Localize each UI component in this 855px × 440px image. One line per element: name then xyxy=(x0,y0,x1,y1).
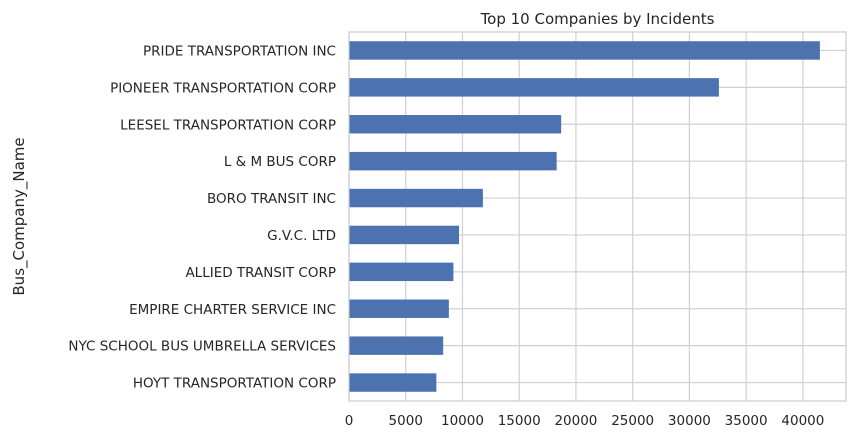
bar xyxy=(349,115,562,134)
x-tick-labels: 0 5000 10000 15000 20000 25000 30000 35000 40000 xyxy=(345,413,825,429)
x-tick-label: 40000 xyxy=(781,413,824,429)
y-tick-label: NYC SCHOOL BUS UMBRELLA SERVICES xyxy=(68,339,336,355)
y-tick-label: LEESEL TRANSPORTATION CORP xyxy=(120,117,336,133)
bar xyxy=(349,151,557,171)
bar xyxy=(349,78,719,97)
y-tick-label: EMPIRE CHARTER SERVICE INC xyxy=(129,302,336,318)
y-tick-labels: PRIDE TRANSPORTATION INC PIONEER TRANSPOR… xyxy=(68,43,336,391)
bar xyxy=(349,373,437,392)
bar xyxy=(349,299,449,318)
y-tick-label: L & M BUS CORP xyxy=(224,154,336,170)
bars xyxy=(349,41,820,392)
y-tick-label: BORO TRANSIT INC xyxy=(207,191,336,207)
x-tick-label: 5000 xyxy=(389,413,423,429)
plot-frame xyxy=(348,31,847,402)
x-tick-label: 35000 xyxy=(725,413,768,429)
y-tick-label: PIONEER TRANSPORTATION CORP xyxy=(110,80,336,96)
x-tick-label: 20000 xyxy=(554,413,597,429)
bar xyxy=(349,336,444,355)
y-tick-label: PRIDE TRANSPORTATION INC xyxy=(143,43,336,59)
x-tick-label: 15000 xyxy=(498,413,541,429)
bar xyxy=(349,225,460,245)
x-tick-label: 25000 xyxy=(611,413,654,429)
y-tick-label: HOYT TRANSPORTATION CORP xyxy=(133,376,336,392)
bar xyxy=(349,188,483,208)
y-axis-label: Bus_Company_Name xyxy=(10,137,29,295)
x-tick-label: 30000 xyxy=(668,413,711,429)
bar xyxy=(349,262,454,282)
chart-title: Top 10 Companies by Incidents xyxy=(480,10,715,28)
y-tick-label: ALLIED TRANSIT CORP xyxy=(185,265,336,281)
x-tick-label: 10000 xyxy=(441,413,484,429)
x-tick-label: 0 xyxy=(345,413,354,429)
bar xyxy=(349,41,820,60)
y-tick-label: G.V.C. LTD xyxy=(267,228,336,244)
